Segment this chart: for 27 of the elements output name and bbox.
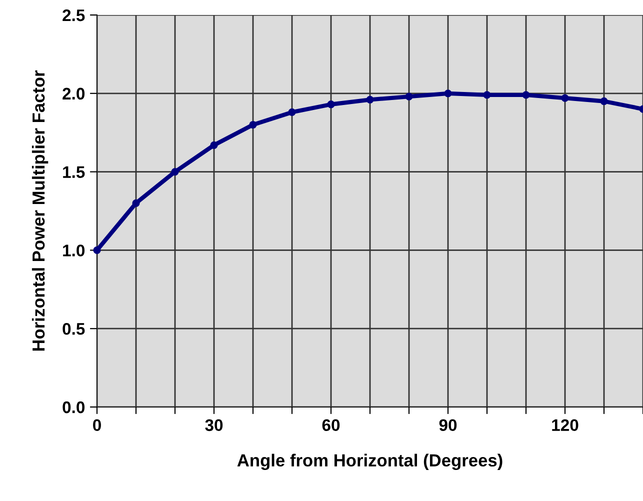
- x-tick-label: 60: [322, 419, 340, 432]
- x-tick-label: 120: [552, 419, 578, 432]
- point: [171, 168, 179, 176]
- y-axis-title: Horizontal Power Multiplier Factor: [32, 70, 48, 351]
- point: [210, 141, 218, 149]
- point: [483, 91, 491, 99]
- point: [249, 120, 257, 129]
- point: [522, 91, 530, 99]
- y-tick-label: 1.5: [63, 166, 85, 178]
- point: [444, 90, 452, 98]
- point: [93, 246, 101, 254]
- y-tick-label: 2.0: [62, 88, 85, 100]
- x-tick-label: 30: [205, 419, 223, 432]
- point: [288, 108, 296, 116]
- y-tick-label: 0.0: [62, 401, 85, 414]
- x-tick-label: 90: [439, 419, 457, 432]
- point: [561, 94, 569, 102]
- point: [405, 92, 413, 100]
- point: [366, 96, 374, 104]
- y-tick-label: 2.5: [62, 9, 85, 22]
- point: [327, 100, 335, 108]
- y-tick-label: 1.0: [63, 244, 85, 256]
- point: [132, 199, 140, 207]
- x-axis-title: Angle from Horizontal (Degrees): [237, 454, 502, 470]
- y-tick-label: 0.5: [62, 323, 85, 335]
- x-tick-label: 0: [93, 419, 101, 432]
- point: [600, 97, 608, 106]
